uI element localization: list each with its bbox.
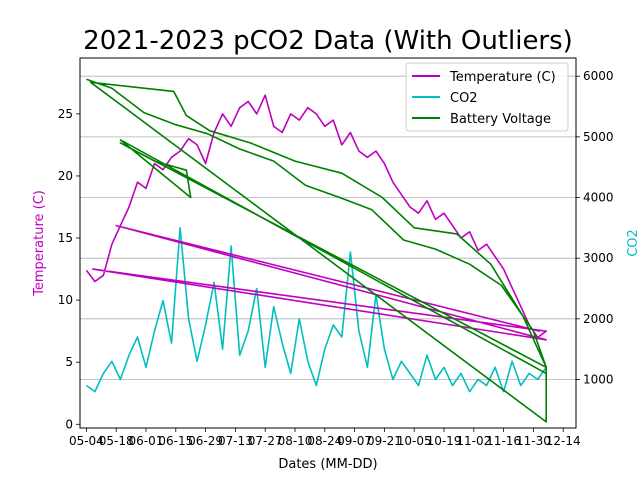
x-axis-label: Dates (MM-DD) — [278, 457, 377, 472]
legend-temperature-label: Temperature (C) — [449, 70, 556, 85]
x-tick-label: 08-10 — [278, 434, 313, 448]
y-right-tick-label: 1000 — [583, 372, 614, 386]
series-line-co2 — [85, 227, 547, 393]
series-line-temperature-c — [85, 94, 548, 341]
y-right-tick-label: 3000 — [583, 251, 614, 265]
y-right-tick-label: 2000 — [583, 312, 614, 326]
legend-battery-label: Battery Voltage — [450, 112, 551, 127]
y-right-tick-label: 4000 — [583, 191, 614, 205]
x-tick-label: 09-21 — [367, 434, 402, 448]
x-tick-label: 11-02 — [456, 434, 491, 448]
x-axis-ticks: 05-0405-1806-0106-1506-2907-1307-2708-10… — [69, 428, 581, 448]
x-tick-label: 11-16 — [486, 434, 521, 448]
chart-title: 2021-2023 pCO2 Data (With Outliers) — [83, 26, 573, 56]
y-right-tick-label: 5000 — [583, 130, 614, 144]
x-tick-label: 06-01 — [129, 434, 164, 448]
y-left-tick-label: 20 — [58, 169, 73, 183]
x-tick-label: 12-14 — [546, 434, 581, 448]
series-layer — [85, 78, 548, 423]
x-tick-label: 10-05 — [397, 434, 432, 448]
x-tick-label: 10-19 — [427, 434, 462, 448]
x-tick-label: 08-24 — [307, 434, 342, 448]
y-right-axis-ticks: 1000 2000 3000 4000 5000 6000 — [576, 69, 614, 386]
x-tick-label: 07-13 — [218, 434, 253, 448]
series-line-battery-voltage — [86, 78, 548, 423]
x-tick-label: 05-04 — [69, 434, 104, 448]
legend: Temperature (C) CO2 Battery Voltage — [405, 62, 569, 132]
y-left-axis-ticks: 0 5 10 15 20 25 — [58, 107, 80, 431]
legend-box — [405, 62, 569, 132]
y-left-tick-label: 15 — [58, 231, 73, 245]
y-left-tick-label: 0 — [65, 417, 73, 431]
x-tick-label: 09-07 — [337, 434, 372, 448]
x-tick-label: 06-29 — [188, 434, 223, 448]
y-left-tick-label: 5 — [65, 355, 73, 369]
x-tick-label: 06-15 — [158, 434, 193, 448]
x-tick-label: 05-18 — [99, 434, 134, 448]
y-left-axis-label: Temperature (C) — [32, 190, 47, 297]
y-left-tick-label: 25 — [58, 107, 73, 121]
legend-co2-label: CO2 — [450, 91, 478, 106]
y-right-axis-label: CO2 — [626, 229, 640, 257]
y-left-tick-label: 10 — [58, 293, 73, 307]
plot-area-frame — [79, 57, 577, 429]
x-tick-label: 11-30 — [516, 434, 551, 448]
y-right-tick-label: 6000 — [583, 69, 614, 83]
x-tick-label: 07-27 — [248, 434, 283, 448]
